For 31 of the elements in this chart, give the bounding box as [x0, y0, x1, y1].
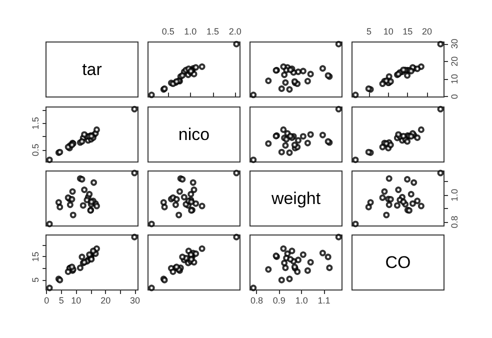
x-tick-label: 10 — [383, 26, 394, 36]
x-tick-label: 30 — [130, 296, 140, 306]
text: CO — [385, 253, 411, 272]
y-tick-label: 0.5 — [30, 144, 40, 156]
x-tick-label: 0.8 — [250, 296, 263, 306]
x-tick-label: 1.0 — [184, 26, 197, 36]
x-tick-label: 5 — [58, 296, 64, 306]
x-tick-label: 2.0 — [228, 26, 242, 36]
x-tick-label: 20 — [100, 296, 111, 306]
x-tick-label: 5 — [366, 26, 372, 36]
x-tick-label: 20 — [422, 26, 432, 36]
x-tick-label: 0 — [44, 296, 50, 306]
y-tick-label: 10 — [450, 74, 460, 84]
x-tick-label: 15 — [402, 26, 413, 36]
y-tick-label: 5 — [30, 277, 40, 282]
y-tick-label: 15 — [30, 252, 40, 262]
x-tick-label: 10 — [71, 296, 82, 306]
text: tar — [82, 60, 102, 79]
y-tick-label: 0.8 — [450, 216, 460, 228]
x-tick-label: 1.0 — [295, 296, 308, 306]
y-tick-label: 1.0 — [450, 188, 460, 202]
x-tick-label: 1.1 — [318, 296, 330, 306]
y-tick-label: 0 — [450, 94, 460, 100]
y-tick-label: 20 — [450, 56, 460, 66]
x-tick-label: 0.9 — [272, 296, 286, 306]
y-tick-label: 30 — [450, 38, 460, 49]
x-tick-label: 1.5 — [206, 26, 220, 36]
x-tick-label: 0.5 — [162, 26, 174, 36]
y-tick-label: 1.5 — [30, 117, 40, 130]
text: weight — [270, 189, 321, 208]
text: nico — [178, 125, 210, 144]
